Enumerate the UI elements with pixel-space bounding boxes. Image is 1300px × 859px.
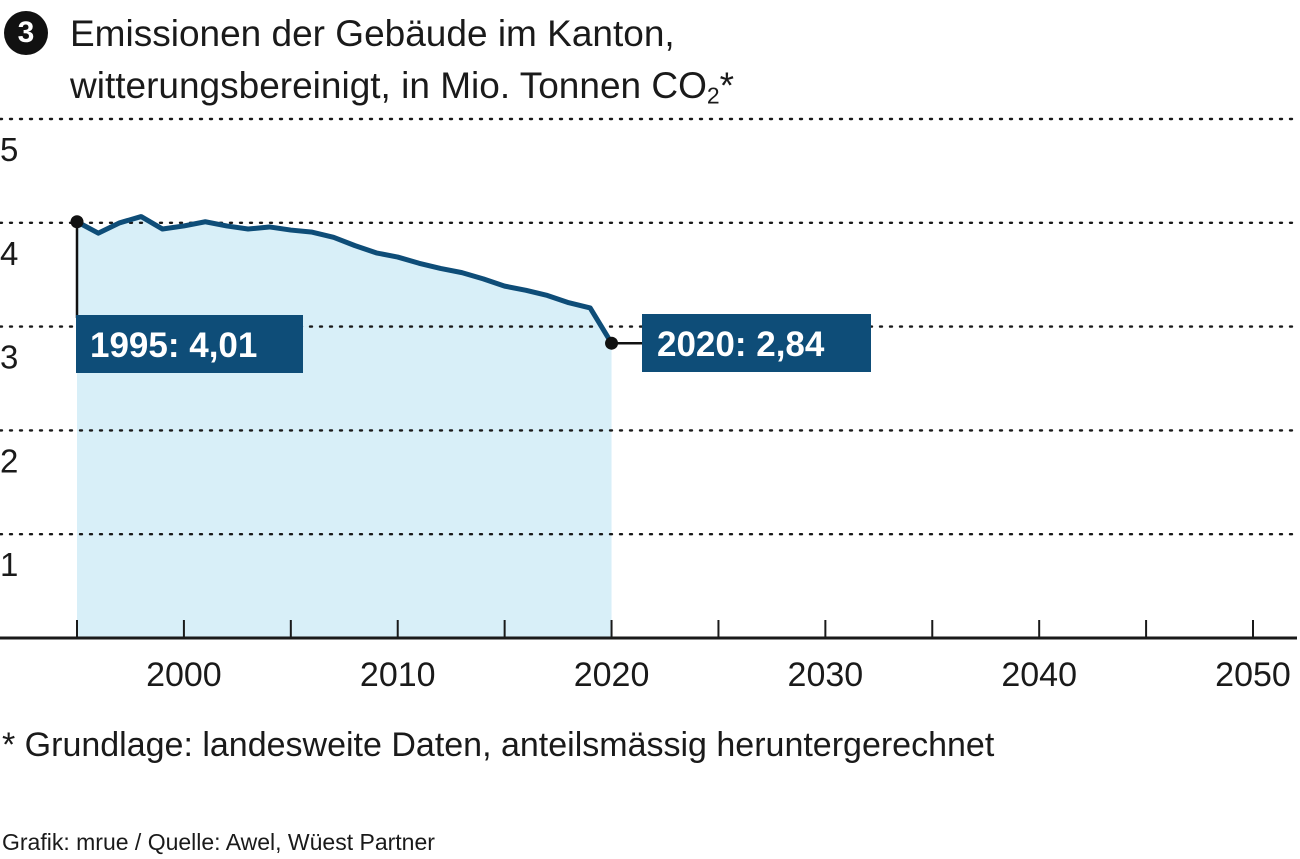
annotation-start-dot (70, 215, 84, 229)
y-tick-label-4: 4 (0, 235, 18, 272)
title-subscript: 2 (706, 82, 720, 109)
y-tick-label-2: 2 (0, 442, 18, 479)
annotation-start-box (76, 315, 303, 373)
title-line-2: witterungsbereinigt, in Mio. Tonnen CO2* (70, 60, 734, 112)
annotation-start-label: 1995: 4,01 (90, 326, 257, 365)
series-line (74, 214, 615, 346)
y-tick-label-5: 5 (0, 131, 18, 168)
x-tick-label-2010: 2010 (360, 656, 436, 694)
x-tick-label-2000: 2000 (146, 656, 222, 694)
series-area-fill (77, 216, 612, 638)
x-tick-label-2030: 2030 (788, 656, 864, 694)
annotation-end-dot (605, 336, 619, 350)
chart-number-badge: 3 (4, 11, 48, 55)
chart-area: 1 2 3 4 5 2000 2010 2020 2030 2040 2050 1995: 4,01 2… (0, 117, 1299, 694)
y-tick-label-1: 1 (0, 546, 18, 583)
y-tick-label-3: 3 (0, 339, 18, 376)
footnote: * Grundlage: landesweite Daten, anteilsm… (2, 726, 995, 764)
annotation-end-box (642, 314, 871, 372)
annotation-end-label: 2020: 2,84 (657, 325, 825, 364)
x-tick-label-2020: 2020 (574, 656, 650, 694)
x-tick-label-2050: 2050 (1215, 656, 1291, 694)
title-line-2-text: witterungsbereinigt, in Mio. Tonnen CO (70, 65, 707, 106)
x-tick-label-2040: 2040 (1001, 656, 1077, 694)
source-credit: Grafik: mrue / Quelle: Awel, Wüest Partn… (2, 829, 435, 855)
title-asterisk: * (719, 65, 735, 106)
chart-title: Emissionen der Gebäude im Kanton, witter… (70, 8, 734, 112)
title-line-1: Emissionen der Gebäude im Kanton, (70, 13, 675, 54)
